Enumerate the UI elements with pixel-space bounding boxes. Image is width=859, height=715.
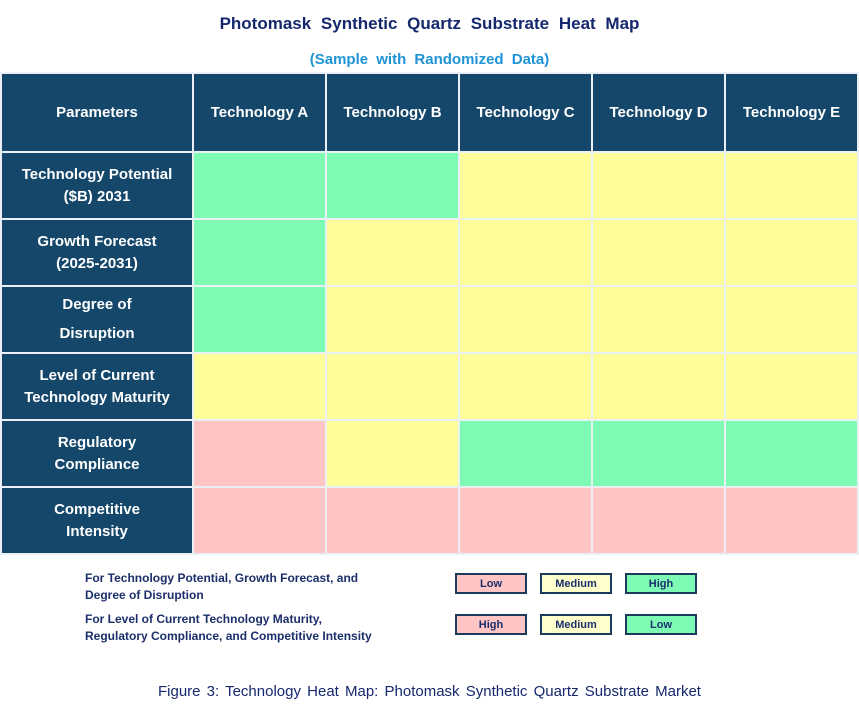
legend-description-line: For Technology Potential, Growth Forecas… [85, 571, 359, 585]
row-header-line: Compliance [54, 455, 140, 473]
row-header-technology-potential: Technology Potential ($B) 2031 [2, 153, 192, 218]
legend-description-line: Regulatory Compliance, and Competitive I… [85, 629, 372, 644]
column-header-technology-c: Technology C [460, 74, 591, 151]
table-row: Growth Forecast (2025-2031) [2, 220, 857, 285]
heatmap-cell [460, 287, 591, 352]
row-header-technology-maturity: Level of Current Technology Maturity [2, 354, 192, 419]
heatmap-cell [327, 421, 458, 486]
legend-swatch-low: Low [625, 614, 697, 635]
table-row: Degree of Disruption [2, 287, 857, 352]
row-header-line: Technology Maturity [24, 388, 170, 406]
column-header-technology-e: Technology E [726, 74, 857, 151]
heatmap-cell [460, 220, 591, 285]
column-header-technology-d: Technology D [593, 74, 724, 151]
legend-swatches: Low Medium High [455, 573, 697, 594]
row-header-regulatory-compliance: Regulatory Compliance [2, 421, 192, 486]
row-header-line: Regulatory [57, 433, 137, 451]
legend-swatch-medium: Medium [540, 573, 612, 594]
heatmap-cell [194, 287, 325, 352]
table-row: Competitive Intensity [2, 488, 857, 553]
heatmap-cell [726, 220, 857, 285]
heatmap-cell [194, 153, 325, 218]
row-header-line: Disruption [59, 324, 135, 342]
legend-swatch-medium: Medium [540, 614, 612, 635]
heatmap-table: Parameters Technology A Technology B Tec… [0, 72, 859, 555]
legend-row-maturity-scale: For Level of Current Technology Maturity… [85, 611, 805, 645]
column-header-technology-b: Technology B [327, 74, 458, 151]
table-row: Regulatory Compliance [2, 421, 857, 486]
heatmap-cell [460, 488, 591, 553]
table-row: Level of Current Technology Maturity [2, 354, 857, 419]
row-header-line: Intensity [66, 522, 128, 540]
heatmap-cell [194, 354, 325, 419]
row-header-line: Technology Potential [21, 165, 173, 183]
heatmap-cell [194, 220, 325, 285]
legend-description-line: Degree of Disruption [85, 588, 204, 603]
heatmap-cell [327, 220, 458, 285]
row-header-degree-of-disruption: Degree of Disruption [2, 287, 192, 352]
legend-swatch-low: Low [455, 573, 527, 594]
heatmap-cell [726, 488, 857, 553]
legend-description: For Technology Potential, Growth Forecas… [85, 570, 440, 604]
heatmap-cell [460, 354, 591, 419]
row-header-line: Competitive [54, 500, 140, 518]
heatmap-cell [327, 354, 458, 419]
figure-caption: Figure 3: Technology Heat Map: Photomask… [158, 683, 701, 700]
heatmap-cell [194, 421, 325, 486]
heatmap-cell [327, 153, 458, 218]
heatmap-cell [460, 421, 591, 486]
heatmap-cell [726, 287, 857, 352]
row-header-line: Level of Current [39, 366, 155, 384]
heatmap-cell [593, 421, 724, 486]
row-header-line: ($B) 2031 [63, 187, 131, 205]
row-header-line: Degree of [62, 296, 132, 313]
heatmap-cell [593, 287, 724, 352]
table-row: Technology Potential ($B) 2031 [2, 153, 857, 218]
heatmap-cell [593, 354, 724, 419]
corner-header: Parameters [2, 74, 192, 151]
legend-description-line: For Level of Current Technology Maturity… [85, 612, 322, 626]
column-header-technology-a: Technology A [194, 74, 325, 151]
figure-subtitle: (Sample with Randomized Data) [309, 51, 550, 68]
heatmap-cell [593, 488, 724, 553]
heatmap-cell [194, 488, 325, 553]
heatmap-cell [593, 153, 724, 218]
header-row: Parameters Technology A Technology B Tec… [2, 74, 857, 151]
legend-swatches: High Medium Low [455, 614, 697, 635]
heatmap-cell [726, 153, 857, 218]
heatmap-cell [460, 153, 591, 218]
legend-swatch-high: High [455, 614, 527, 635]
heatmap-cell [726, 421, 857, 486]
row-header-line: Growth Forecast [37, 232, 157, 250]
row-header-competitive-intensity: Competitive Intensity [2, 488, 192, 553]
heatmap-cell [327, 287, 458, 352]
heatmap-cell [593, 220, 724, 285]
legend-swatch-high: High [625, 573, 697, 594]
row-header-growth-forecast: Growth Forecast (2025-2031) [2, 220, 192, 285]
legend-row-potential-scale: For Technology Potential, Growth Forecas… [85, 570, 805, 604]
heatmap-cell [327, 488, 458, 553]
legend-description: For Level of Current Technology Maturity… [85, 611, 440, 645]
heatmap-cell [726, 354, 857, 419]
row-header-line: (2025-2031) [56, 254, 138, 272]
figure-title: Photomask Synthetic Quartz Substrate Hea… [219, 14, 640, 33]
